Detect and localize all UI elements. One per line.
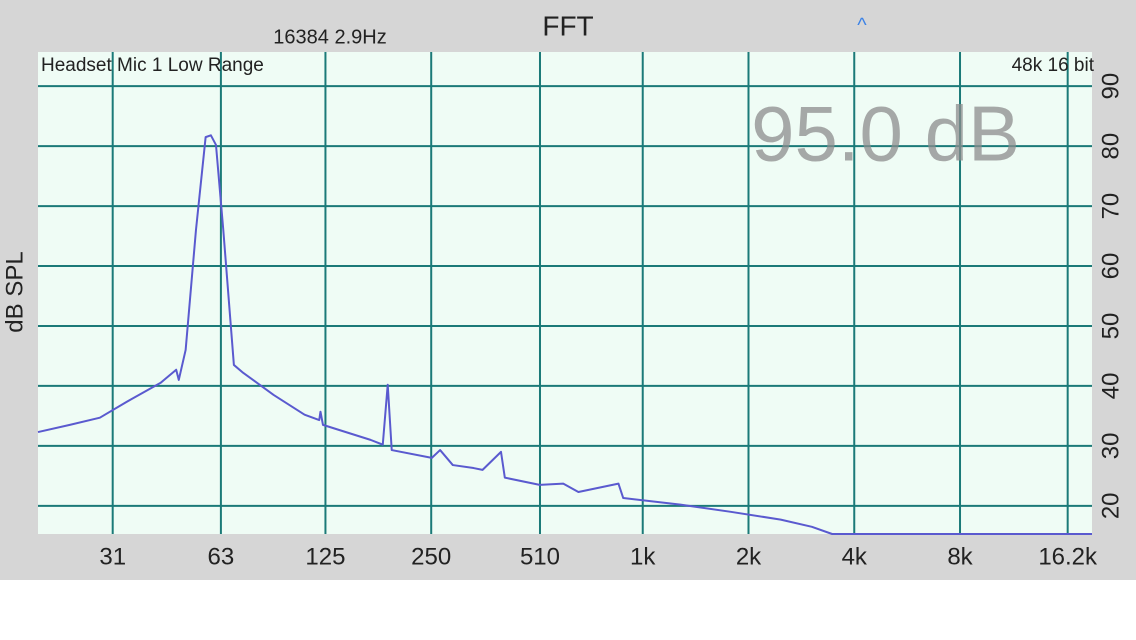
x-tick-label: 2k [736,543,762,570]
y-tick-label: 30 [1097,433,1124,460]
x-tick-label: 1k [630,543,656,570]
x-tick-label: 31 [99,543,126,570]
y-tick-label: 50 [1097,313,1124,340]
plot-background [38,52,1092,534]
level-readout: 95.0 dB [751,90,1020,178]
input-label[interactable]: Headset Mic 1 Low Range [41,55,264,76]
fft-settings[interactable]: 16384 2.9Hz [273,26,386,48]
x-tick-label: 63 [208,543,235,570]
y-tick-label: 80 [1097,133,1124,160]
x-tick-label: 4k [842,543,868,570]
y-tick-label: 60 [1097,253,1124,280]
x-tick-label: 16.2k [1038,543,1098,570]
expand-button[interactable]: ^ [857,14,867,36]
y-tick-label: 70 [1097,193,1124,220]
y-tick-label: 40 [1097,373,1124,400]
y-tick-label: 20 [1097,492,1124,519]
chart-title: FFT [542,10,593,41]
x-tick-label: 250 [411,543,451,570]
x-tick-label: 510 [520,543,560,570]
y-tick-label: 90 [1097,73,1124,100]
x-tick-label: 125 [305,543,345,570]
format-label[interactable]: 48k 16 bit [1012,55,1095,76]
x-tick-label: 8k [947,543,973,570]
spectrum-line [37,134,1092,535]
y-axis-label: dB SPL [1,251,28,332]
plot [37,52,1092,535]
